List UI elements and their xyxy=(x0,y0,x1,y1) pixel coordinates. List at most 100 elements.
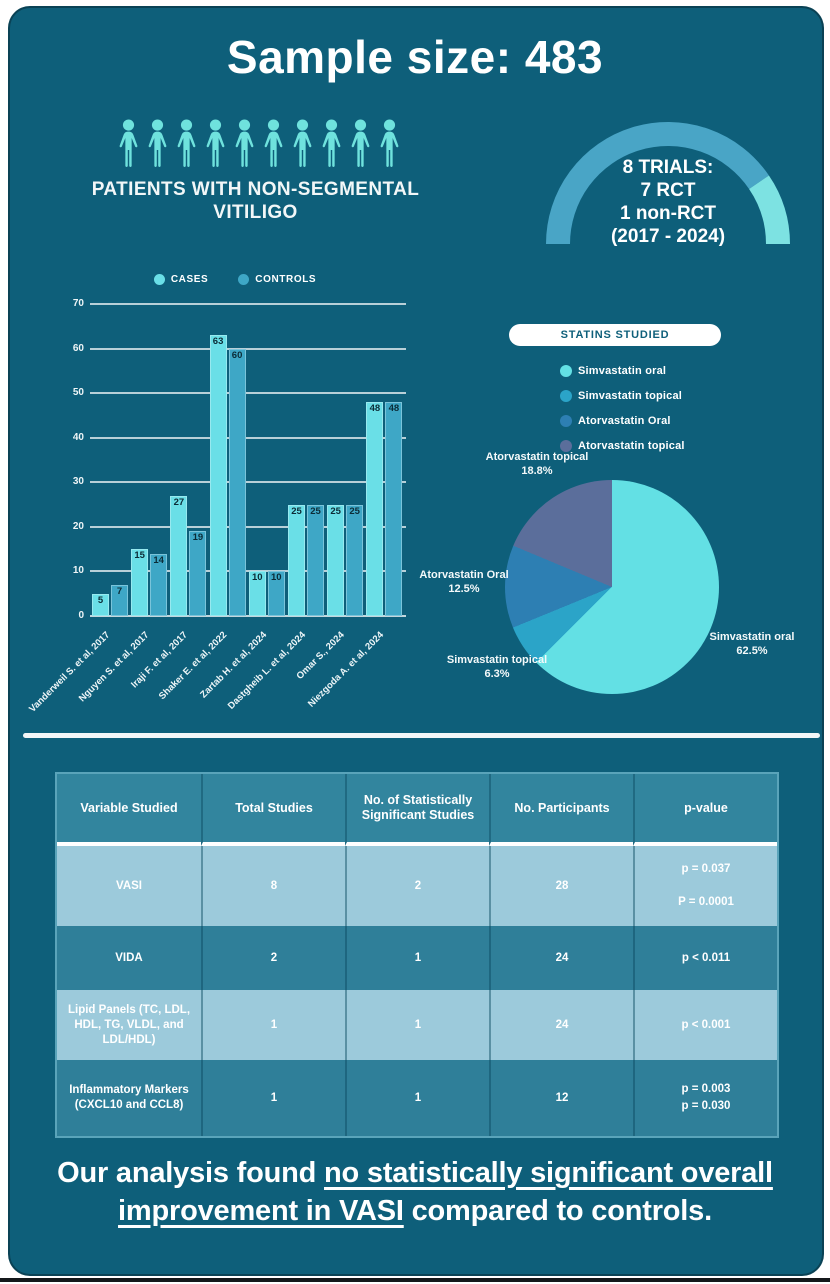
pie-slice-name: Simvastatin oral xyxy=(709,631,795,643)
gridline xyxy=(90,347,406,350)
bar-chart: 0 10 20 30 40 50 60 70 5 7 Vanderweil S. et al, 2… xyxy=(27,298,416,720)
pvalue-line: P = 0.0001 xyxy=(678,896,734,908)
pie-legend-label: Simvastatin oral xyxy=(578,364,667,377)
table-cell: VIDA xyxy=(57,926,201,990)
pvalue-line: p < 0.011 xyxy=(681,951,731,964)
page-title: Sample size: 483 xyxy=(226,31,604,83)
table-header-cell: No. of Statistically Significant Studies xyxy=(345,774,489,846)
pie-slice-pct: 12.5% xyxy=(448,583,480,595)
patient-icons xyxy=(113,116,405,172)
trials-gauge-text: 8 TRIALS: 7 RCT 1 non-RCT (2017 - 2024) xyxy=(546,156,790,248)
pie-legend-label: Atorvastatin topical xyxy=(578,439,685,452)
table-cell: Lipid Panels (TC, LDL, HDL, TG, VLDL, an… xyxy=(57,990,201,1060)
bar-value-label: 10 xyxy=(252,572,263,584)
bar-cases: 5 xyxy=(92,593,109,616)
x-axis-category-label: Dastgheib L. et al, 2024 xyxy=(225,629,308,712)
bar-value-label: 15 xyxy=(134,550,145,562)
bar-controls: 25 xyxy=(307,504,324,616)
table-pvalue-cell: p = 0.003 p = 0.030 xyxy=(633,1060,777,1136)
bar-value-label: 48 xyxy=(369,403,381,415)
bar-value-label: 14 xyxy=(153,554,164,566)
bar-value-label: 10 xyxy=(271,572,282,584)
legend-dot-icon xyxy=(238,274,250,285)
pie-slice-label: Atorvastatin topical 18.8% xyxy=(486,450,589,478)
bar-controls: 25 xyxy=(346,504,364,616)
table-cell: 1 xyxy=(345,990,489,1060)
table-header-cell: Variable Studied xyxy=(57,774,201,846)
bar-cases: 25 xyxy=(288,504,305,616)
table-pvalue-cell: p < 0.011 xyxy=(633,926,777,990)
table-cell: 2 xyxy=(345,846,489,926)
pvalue-line: p < 0.001 xyxy=(681,1018,731,1031)
bar-controls: 48 xyxy=(385,402,403,616)
bar-value-label: 7 xyxy=(116,585,123,597)
person-icon xyxy=(380,119,399,167)
pie-legend-item: Atorvastatin Oral xyxy=(560,408,685,433)
pie-slice-name: Atorvastatin Oral xyxy=(419,569,509,581)
y-axis-tick-label: 0 xyxy=(78,610,84,621)
gauge-line: (2017 - 2024) xyxy=(610,226,726,247)
table-cell: 1 xyxy=(345,926,489,990)
y-axis-tick-label: 20 xyxy=(72,520,84,532)
bar-controls: 19 xyxy=(189,531,207,616)
patients-label: PATIENTS WITH NON-SEGMENTAL VITILIGO xyxy=(48,178,463,224)
conclusion-text: Our analysis found no statistically sign… xyxy=(55,1154,775,1230)
section-divider xyxy=(23,733,820,738)
legend-dot-icon xyxy=(560,364,572,377)
person-icon xyxy=(264,119,283,167)
x-axis-category-label: Zartab H. et al, 2024 xyxy=(197,629,269,701)
gauge-line: 7 RCT xyxy=(640,180,696,201)
table-cell: 24 xyxy=(489,926,633,990)
table-header-cell: Total Studies xyxy=(201,774,345,846)
table-cell: 28 xyxy=(489,846,633,926)
pie-slice-label: Atorvastatin Oral 12.5% xyxy=(419,568,508,596)
statins-studied-pill: STATINS STUDIED xyxy=(509,324,721,346)
bar-controls: 10 xyxy=(267,571,285,616)
bar-controls: 60 xyxy=(228,348,246,616)
table-cell: 1 xyxy=(201,990,345,1060)
bar-cases: 25 xyxy=(327,504,345,616)
bar-cases: 48 xyxy=(366,402,384,616)
pie-legend-item: Simvastatin topical xyxy=(560,383,685,408)
table-cell: Inflammatory Markers (CXCL10 and CCL8) xyxy=(57,1060,201,1136)
pvalue-line: p = 0.003 xyxy=(681,1083,731,1095)
bar-plot: 5 7 Vanderweil S. et al, 2017 15 14 Nguyen S.… xyxy=(27,303,406,715)
person-icon xyxy=(322,119,341,167)
pvalue-line: p = 0.037 xyxy=(681,863,731,875)
table-cell: 1 xyxy=(345,1060,489,1136)
bar-value-label: 25 xyxy=(291,505,302,517)
conclusion-underlined: no statistically significant overall imp… xyxy=(118,1157,773,1227)
pie-legend: Simvastatin oral Simvastatin topical Atorv… xyxy=(560,358,685,458)
gridline xyxy=(90,615,406,617)
y-axis-tick-label: 30 xyxy=(72,476,84,488)
y-axis-tick-label: 50 xyxy=(72,387,84,399)
pvalue-line: p = 0.030 xyxy=(681,1100,731,1112)
gauge-line: 1 non-RCT xyxy=(619,203,717,224)
bar-value-label: 63 xyxy=(212,336,224,348)
table-cell: 8 xyxy=(201,846,345,926)
bar-controls: 7 xyxy=(111,584,128,616)
stats-table: Variable Studied Total Studies No. of Stat… xyxy=(55,772,779,1138)
trials-gauge-arc xyxy=(546,122,790,245)
patients-label-line1: PATIENTS WITH NON-SEGMENTAL xyxy=(91,179,420,200)
bar-legend-item: CONTROLS xyxy=(238,274,316,285)
bar-value-label: 5 xyxy=(97,594,104,606)
bar-value-label: 48 xyxy=(388,403,400,415)
person-icon xyxy=(293,119,312,167)
pie-legend-item: Atorvastatin topical xyxy=(560,433,685,458)
x-axis-category-label: Nguyen S. et al, 2017 xyxy=(76,629,152,705)
person-icon xyxy=(235,119,254,167)
statins-pie xyxy=(505,480,719,694)
table-cell: VASI xyxy=(57,846,201,926)
bar-value-label: 60 xyxy=(231,349,243,361)
bottom-border-line xyxy=(0,1278,830,1282)
bar-cases: 63 xyxy=(209,335,227,616)
statins-studied-title: STATINS STUDIED xyxy=(560,329,670,341)
gridline xyxy=(90,481,406,484)
bar-controls: 14 xyxy=(150,553,168,616)
bar-chart-legend: CASES CONTROLS xyxy=(60,274,410,285)
bar-value-label: 25 xyxy=(349,505,360,517)
gridline xyxy=(90,570,406,573)
gridline xyxy=(90,303,406,305)
y-axis-tick-label: 70 xyxy=(72,298,84,309)
